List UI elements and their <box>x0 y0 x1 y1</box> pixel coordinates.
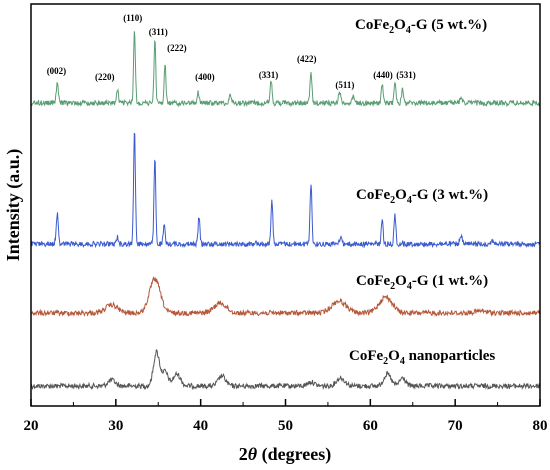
series-label-0-label-mid: O <box>388 348 400 364</box>
peak-label: (110) <box>123 13 142 23</box>
series-line-2 <box>30 132 541 249</box>
x-tick-label: 20 <box>24 418 39 434</box>
peak-label: (511) <box>335 80 354 90</box>
peak-label: (311) <box>149 27 168 37</box>
peak-label: (440) <box>373 70 393 80</box>
series-line-3 <box>30 31 541 108</box>
series-label-1-label-sub1: 2 <box>390 281 395 292</box>
series-label-1-label-tail: -G (1 wt.%) <box>412 273 488 289</box>
x-axis-ticks: 20 30 40 50 60 70 80 <box>24 399 548 434</box>
series-label-0-label-sub2: 4 <box>400 356 405 367</box>
series-label-1: CoFe2O4-G (1 wt.%) <box>356 273 488 292</box>
peak-label: (002) <box>47 66 67 76</box>
series-label-3-label-mid: O <box>394 17 406 33</box>
peak-label: (531) <box>396 70 416 80</box>
series-traces <box>30 31 541 391</box>
series-label-3-label-main: CoFe <box>355 17 389 33</box>
x-tick-label: 80 <box>533 418 548 434</box>
series-label-3-label-sub1: 2 <box>389 25 394 36</box>
series-label-0-label-tail: nanoparticles <box>405 348 496 364</box>
y-axis-title: Intensity (a.u.) <box>3 149 24 262</box>
series-label-0-label-main: CoFe <box>349 348 383 364</box>
x-tick-label: 60 <box>363 418 378 434</box>
series-label-0: CoFe2O4 nanoparticles <box>349 348 495 367</box>
plot-frame <box>30 3 541 407</box>
series-line-0 <box>30 348 541 391</box>
series-label-3-label-tail: -G (5 wt.%) <box>411 17 487 33</box>
x-axis-title-theta: θ <box>248 444 258 464</box>
series-label-1-label-mid: O <box>395 273 407 289</box>
peak-label: (222) <box>167 43 187 53</box>
series-label-2-label-sub2: 4 <box>407 195 412 206</box>
series-label-1-label-main: CoFe <box>356 273 390 289</box>
x-axis-title-prefix: 2 <box>239 444 248 464</box>
peak-label: (422) <box>297 54 317 64</box>
x-axis-title-suffix: (degrees) <box>257 444 331 465</box>
series-label-3: CoFe2O4-G (5 wt.%) <box>355 17 487 36</box>
series-label-1-label-sub2: 4 <box>407 281 412 292</box>
series-label-0-label-sub1: 2 <box>383 356 388 367</box>
peak-label: (220) <box>95 72 115 82</box>
peak-label: (331) <box>259 70 279 80</box>
series-label-2: CoFe2O4-G (3 wt.%) <box>356 187 488 206</box>
series-label-2-label-mid: O <box>395 187 407 203</box>
peak-label: (400) <box>195 72 215 82</box>
series-label-3-label-sub2: 4 <box>406 25 411 36</box>
x-tick-label: 40 <box>193 418 208 434</box>
x-tick-label: 30 <box>108 418 123 434</box>
peak-annotations: (002) (220) (110) (311) (222) (400) (331) (422)… <box>47 13 416 90</box>
series-line-1 <box>30 276 541 318</box>
series-label-2-label-main: CoFe <box>356 187 390 203</box>
series-label-2-label-tail: -G (3 wt.%) <box>412 187 488 203</box>
x-tick-label: 70 <box>448 418 463 434</box>
x-axis-title: 2θ (degrees) <box>239 444 331 465</box>
series-label-2-label-sub1: 2 <box>390 195 395 206</box>
x-tick-label: 50 <box>278 418 293 434</box>
